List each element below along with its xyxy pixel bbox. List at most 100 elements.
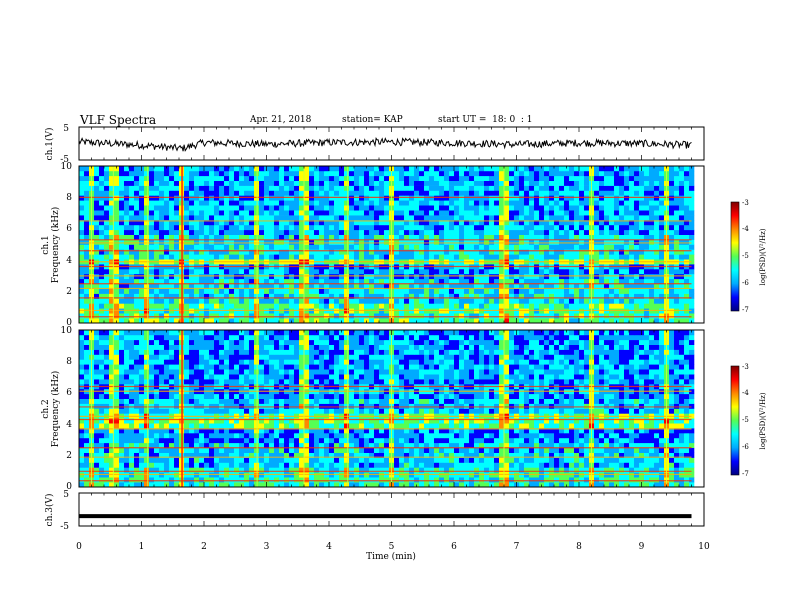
spec1-cell [399,200,405,206]
spec1-cell [579,224,585,231]
spec2-cell [264,462,270,468]
spec1-cell [559,200,565,206]
spec1-cell [434,244,440,250]
spec1-cell [309,210,315,216]
spec1-cell [309,278,315,284]
spec1-cell [524,180,530,186]
spec2-cell [289,462,295,468]
spec1-cell [249,303,255,309]
spec1-cell [489,283,495,289]
spec1-cell [449,318,455,324]
spec1-cell [79,205,85,211]
spec1-cell [144,229,150,235]
spec1-cell [379,220,385,226]
spec1-cell [229,205,235,211]
spec1-cell [94,210,100,216]
spec1-cell [144,180,150,186]
spec1-cell [449,190,455,196]
spec1-cell [584,244,590,250]
spec1-cell [119,170,125,177]
spec1-cell [119,293,125,299]
spec1-cell [324,283,330,289]
spec2-cell [84,447,90,453]
spec2-cell [224,452,230,458]
spec2-cell [324,462,330,468]
spec1-cell [634,195,640,201]
spec1-cell [549,278,555,284]
spec2-cell [189,457,195,463]
spec1-cell [164,190,170,196]
spec1-cell [344,234,350,240]
spec1-cell [659,205,665,211]
spec1-cell [684,175,690,181]
spec1-cell [289,170,295,177]
spec1-cell [234,298,240,304]
spec1-cell [444,170,450,177]
spec1-cell [229,254,235,260]
spec2-cell [439,457,445,463]
spec1-cell [549,215,555,221]
spec1-cell [594,293,600,299]
spec1-cell [469,210,475,216]
spec2-cell [529,457,535,463]
spec1-cell [504,303,510,309]
spec1-cell [264,185,270,191]
spec2-cell [109,462,115,468]
spec1-cell [609,229,615,235]
spec1-cell [684,195,690,201]
spec1-cell [689,224,695,231]
spec1-cell [229,190,235,196]
spec1-cell [94,254,100,260]
spec1-cell [189,170,195,177]
spec1-cell [309,200,315,206]
spec1-cell [424,249,430,255]
spec1-cell [654,185,660,191]
spec1-cell [334,170,340,177]
spec1-cell [274,190,280,196]
spec1-cell [344,288,350,294]
spec1-cell [409,234,415,240]
spec2-cell [434,477,440,483]
spec2-cell [444,457,450,463]
spec2-cell [354,447,360,453]
spec1-cell [519,224,525,231]
spec1-cell [249,195,255,201]
spec1-cell [439,303,445,309]
spec1-cell [289,185,295,191]
spec1-cell [609,180,615,186]
spec1-cell [649,195,655,201]
spec2-cell [104,467,110,473]
spec1-cell [154,249,160,255]
spec1-cell [509,239,515,245]
spec1-cell [94,215,100,221]
spec1-cell [324,166,330,172]
spec1-cell [484,234,490,240]
spec1-cell [249,205,255,211]
spec1-cell [559,229,565,235]
spec1-cell [684,313,690,319]
spec1-cell [474,195,480,201]
spec1-cell [649,175,655,181]
spec2-cell [474,482,480,488]
spec1-cell [499,215,505,221]
spec1-cell [139,180,145,186]
spec1-cell [434,200,440,206]
spec2-cell [369,467,375,473]
spec2-cell [104,477,110,483]
spec1-cell [454,220,460,226]
spec1-cell [249,254,255,260]
spec2-cell [484,462,490,468]
spec1-cell [174,185,180,191]
spec1-cell [234,249,240,255]
spec2-cell [104,457,110,463]
spec2-cell [434,457,440,463]
spec1-cell [564,249,570,255]
spec1-cell [584,195,590,201]
spec1-cell [289,234,295,240]
spec2-cell [659,452,665,458]
spec1-cell [584,283,590,289]
spec1-cell [449,288,455,294]
spec1-cell [569,205,575,211]
spec1-cell [649,283,655,289]
spec2-cell [499,462,505,468]
